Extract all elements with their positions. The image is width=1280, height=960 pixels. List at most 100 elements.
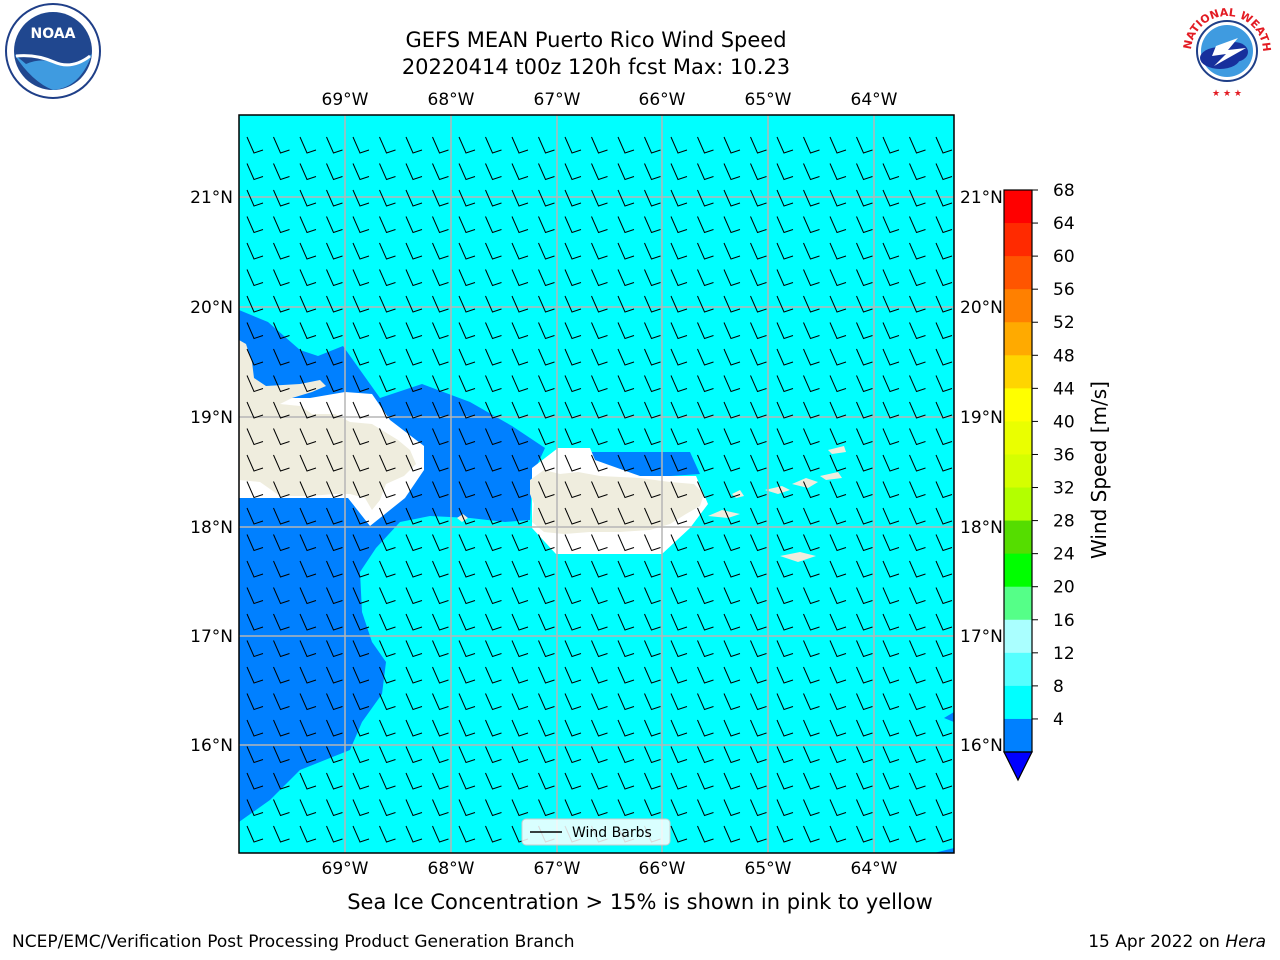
wind-barb <box>379 295 396 313</box>
wind-barb <box>379 772 396 790</box>
wind-barb <box>273 322 290 340</box>
wind-barb <box>909 719 926 737</box>
wind-barb <box>644 719 661 737</box>
wind-barb <box>379 401 396 419</box>
wind-barb <box>458 693 476 711</box>
wind-barb <box>379 693 396 711</box>
wind-barb <box>538 693 555 711</box>
wind-barb <box>776 136 794 154</box>
wind-barb <box>670 322 688 340</box>
wind-barb <box>299 587 317 605</box>
wind-barb <box>856 269 873 287</box>
wind-barb <box>750 693 767 711</box>
wind-barb <box>299 348 317 366</box>
wind-barb <box>246 640 264 658</box>
wind-barb <box>644 163 661 181</box>
wind-barb <box>723 507 741 525</box>
wind-barb <box>352 534 370 552</box>
wind-barb <box>591 189 608 207</box>
wind-barb <box>352 454 370 472</box>
wind-barb <box>564 666 582 684</box>
wind-barb <box>246 322 264 340</box>
wind-barb <box>723 322 741 340</box>
wind-barb <box>829 322 847 340</box>
wind-barb <box>564 640 582 658</box>
wind-barb <box>882 163 900 181</box>
wind-barb <box>273 799 290 817</box>
wind-barb <box>326 587 343 605</box>
wind-barb <box>829 719 847 737</box>
wind-barb <box>935 428 953 446</box>
wind-barb <box>697 216 714 234</box>
wind-barb <box>670 640 688 658</box>
wind-barb <box>829 481 847 499</box>
wind-barb <box>485 825 502 843</box>
wind-barb <box>882 348 900 366</box>
wind-barb <box>564 613 582 631</box>
wind-barb <box>723 428 741 446</box>
wind-barb <box>458 216 476 234</box>
wind-barb <box>299 189 317 207</box>
wind-barb <box>273 454 290 472</box>
wind-barb <box>273 507 290 525</box>
wind-barb <box>326 746 343 764</box>
wind-barb <box>326 719 343 737</box>
land-island-vieques <box>708 510 740 518</box>
wind-barb <box>299 719 317 737</box>
wind-barb <box>485 216 502 234</box>
wind-barb <box>750 163 767 181</box>
wind-barb <box>273 481 290 499</box>
wind-barb <box>591 746 608 764</box>
wind-barb <box>326 560 343 578</box>
wind-barb <box>273 693 290 711</box>
wind-barb <box>617 719 635 737</box>
wind-barb <box>485 401 502 419</box>
wind-barb <box>909 269 926 287</box>
wind-barb <box>273 534 290 552</box>
wind-barb <box>829 560 847 578</box>
wind-barb <box>326 534 343 552</box>
wind-barb <box>273 348 290 366</box>
wind-barb <box>299 666 317 684</box>
wind-barb <box>405 825 423 843</box>
wind-barb <box>326 401 343 419</box>
wind-barb <box>776 746 794 764</box>
lon-label-bottom: 68°W <box>428 859 475 879</box>
wind-barb <box>458 348 476 366</box>
wind-barb <box>723 295 741 313</box>
wind-barb <box>935 746 953 764</box>
wind-barb <box>803 322 820 340</box>
wind-barb <box>935 587 953 605</box>
colorbar-tick-label: 52 <box>1053 313 1075 333</box>
sea-ice-note: Sea Ice Concentration > 15% is shown in … <box>347 890 933 914</box>
wind-barb <box>750 269 767 287</box>
wind-barb <box>617 322 635 340</box>
wind-barb <box>564 454 582 472</box>
wind-barb <box>776 666 794 684</box>
wind-barb <box>432 216 449 234</box>
wind-barb <box>750 719 767 737</box>
wind-barb <box>670 481 688 499</box>
wind-barb <box>379 640 396 658</box>
wind-barb <box>909 481 926 499</box>
lon-label-top: 68°W <box>428 90 475 110</box>
colorbar-tick-label: 24 <box>1053 545 1075 565</box>
wind-barb <box>856 401 873 419</box>
wind-barb <box>511 242 529 260</box>
wind-barb <box>432 295 449 313</box>
wind-barb <box>617 507 635 525</box>
colorbar-segment <box>1004 454 1032 489</box>
wind-barb <box>697 719 714 737</box>
colorbar-extend-arrow <box>1003 751 1033 782</box>
wind-barb <box>485 295 502 313</box>
wind-barb <box>485 507 502 525</box>
lat-label-left: 20°N <box>190 298 233 318</box>
wind-barb <box>909 640 926 658</box>
wind-barb <box>617 772 635 790</box>
wind-barb <box>432 428 449 446</box>
graticule <box>239 115 954 853</box>
wind-barb <box>697 825 714 843</box>
colorbar-segment <box>1004 190 1032 224</box>
wind-barb <box>723 799 741 817</box>
wind-barb <box>644 666 661 684</box>
